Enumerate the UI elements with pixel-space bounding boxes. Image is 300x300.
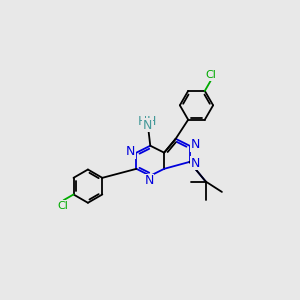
Text: N: N	[190, 157, 200, 169]
Text: H: H	[147, 116, 156, 128]
Text: N: N	[143, 119, 152, 132]
Text: N: N	[126, 145, 135, 158]
Text: N: N	[190, 138, 200, 151]
Text: Cl: Cl	[205, 70, 216, 80]
Text: H: H	[138, 116, 148, 128]
Text: Cl: Cl	[57, 201, 68, 211]
Text: N: N	[144, 174, 154, 187]
